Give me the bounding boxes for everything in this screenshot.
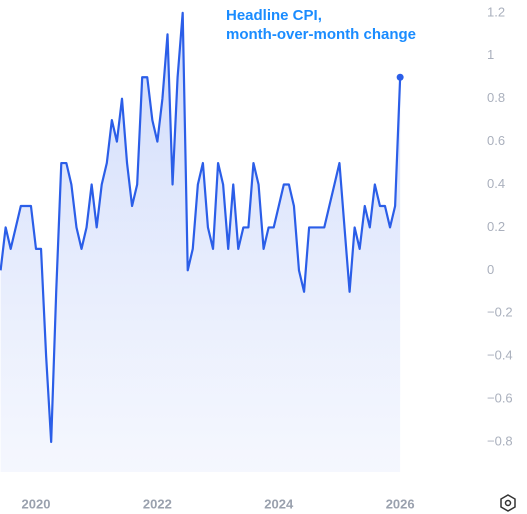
y-tick-label: −0.2 <box>487 305 513 320</box>
y-tick-label: −0.6 <box>487 390 513 405</box>
y-tick-label: 1.2 <box>487 4 505 19</box>
chart-title: month-over-month change <box>226 26 416 43</box>
settings-icon[interactable] <box>500 494 516 512</box>
area <box>0 12 401 472</box>
y-tick-label: 0.2 <box>487 219 505 234</box>
y-tick-label: 0.8 <box>487 90 505 105</box>
y-tick-label: 0.4 <box>487 176 505 191</box>
x-tick-label: 2020 <box>22 496 51 511</box>
line <box>0 11 402 444</box>
end-marker <box>396 73 404 81</box>
x-tick-label: 2022 <box>143 496 172 511</box>
chart-title: Headline CPI, <box>226 7 322 24</box>
y-tick-label: 0 <box>487 262 494 277</box>
x-tick-label: 2026 <box>386 496 415 511</box>
y-tick-label: −0.4 <box>487 348 513 363</box>
x-tick-label: 2024 <box>264 496 294 511</box>
y-tick-label: 0.6 <box>487 133 505 148</box>
y-tick-label: 1 <box>487 47 494 62</box>
y-tick-label: −0.8 <box>487 433 513 448</box>
